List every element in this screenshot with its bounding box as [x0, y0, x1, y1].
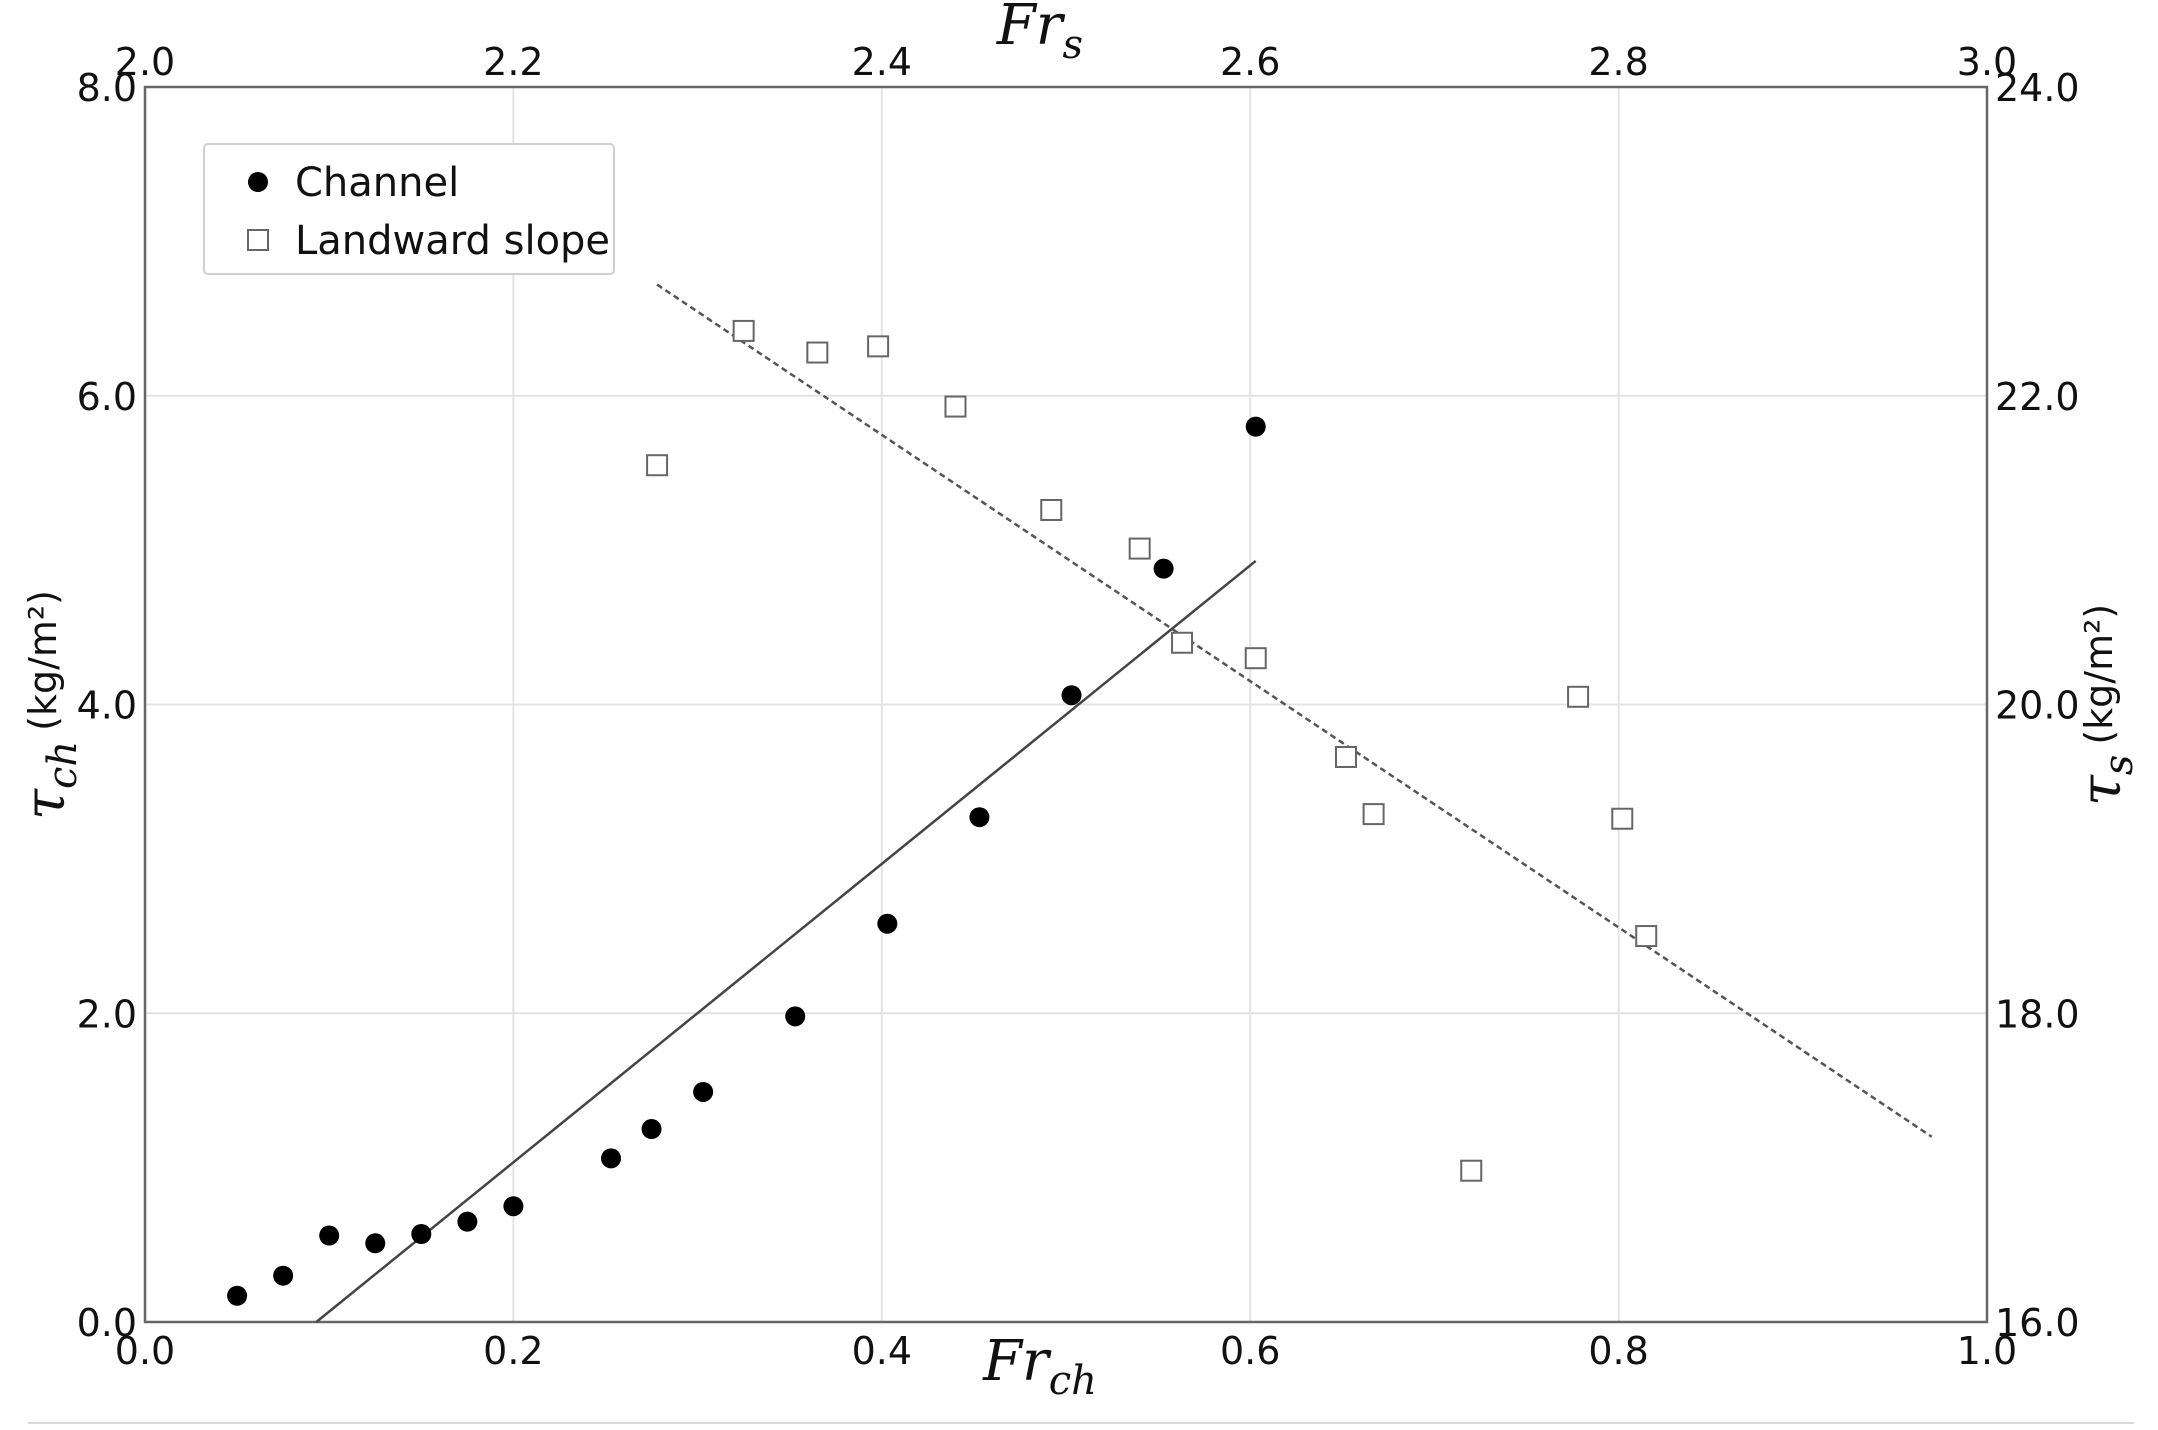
channel-point: [365, 1233, 386, 1254]
y-right-axis-title: τs (kg/m²): [2069, 604, 2142, 806]
y-right-tick-label: 18.0: [1995, 992, 2080, 1036]
y-left-tick-label: 4.0: [77, 684, 137, 728]
y-left-axis-title: τch (kg/m²): [13, 590, 86, 820]
channel-point: [1061, 685, 1082, 706]
fit-line-channel: [315, 559, 1257, 1323]
x-bottom-title-sub: ch: [1049, 1358, 1097, 1404]
y-right-tick-label: 20.0: [1995, 684, 2080, 728]
x-top-tick-label: 2.6: [1220, 40, 1280, 84]
channel-point: [227, 1285, 248, 1306]
legend: Channel Landward slope: [203, 143, 615, 275]
landward-slope-point: [1334, 745, 1357, 768]
landward-slope-point: [646, 454, 669, 477]
y-right-tick-label: 22.0: [1995, 375, 2080, 419]
landward-slope-point: [1362, 803, 1385, 826]
legend-landward-marker: [247, 229, 269, 251]
channel-point: [693, 1081, 714, 1102]
landward-slope-point: [1128, 537, 1151, 560]
legend-channel-label: Channel: [295, 160, 459, 206]
y-right-title-unit: (kg/m²): [2077, 604, 2121, 745]
channel-point: [969, 807, 990, 828]
legend-channel-marker: [248, 172, 268, 192]
y-left-title-unit: (kg/m²): [21, 590, 65, 731]
landward-slope-point: [1040, 498, 1063, 521]
landward-slope-point: [806, 341, 829, 364]
x-top-tick-label: 2.8: [1588, 40, 1648, 84]
channel-point: [273, 1265, 294, 1286]
legend-landward-label: Landward slope: [295, 218, 610, 264]
y-right-title-sub: s: [2096, 755, 2142, 776]
y-left-tick-label: 0.0: [77, 1301, 137, 1345]
channel-point: [1153, 558, 1174, 579]
channel-point: [877, 913, 898, 934]
channel-point: [1245, 416, 1266, 437]
landward-slope-point: [1567, 685, 1590, 708]
bottom-divider: [28, 1422, 2134, 1424]
y-left-tick-label: 2.0: [77, 992, 137, 1036]
channel-point: [457, 1211, 478, 1232]
x-bottom-axis-title: Frch: [982, 1329, 1097, 1404]
landward-slope-point: [1611, 807, 1634, 830]
landward-slope-point: [1244, 647, 1267, 670]
y-left-tick-label: 8.0: [77, 66, 137, 110]
landward-slope-point: [1460, 1159, 1483, 1182]
y-right-tick-label: 24.0: [1995, 66, 2080, 110]
y-left-tick-label: 6.0: [77, 375, 137, 419]
tick-labels: 0.0 0.2 0.4 0.6 0.8 1.0 2.0 2.2 2.4 2.6 2.8 3.0 0.0 2…: [77, 40, 2080, 1373]
channel-point: [319, 1225, 340, 1246]
x-bottom-tick-label: 0.8: [1588, 1329, 1648, 1373]
x-top-tick-label: 3.0: [1957, 40, 2017, 84]
landward-slope-point: [732, 319, 755, 342]
x-top-title-sub: s: [1063, 22, 1084, 68]
x-bottom-tick-label: 0.0: [115, 1329, 175, 1373]
landward-slope-point: [867, 335, 890, 358]
y-left-title-sub: ch: [40, 741, 86, 789]
y-right-title-main: τ: [2069, 774, 2134, 806]
y-left-title-main: τ: [13, 788, 78, 820]
channel-point: [785, 1006, 806, 1027]
channel-point: [503, 1196, 524, 1217]
landward-slope-point: [1635, 925, 1658, 948]
x-top-tick-label: 2.2: [483, 40, 543, 84]
x-bottom-tick-label: 0.6: [1220, 1329, 1280, 1373]
x-top-tick-label: 2.4: [852, 40, 912, 84]
fit-lines: [315, 283, 1933, 1323]
x-bottom-tick-label: 0.4: [852, 1329, 912, 1373]
x-top-axis-title: Frs: [996, 0, 1083, 68]
x-bottom-tick-label: 1.0: [1957, 1329, 2017, 1373]
x-top-title-main: Fr: [996, 0, 1066, 58]
x-bottom-tick-label: 0.2: [483, 1329, 543, 1373]
x-top-tick-label: 2.0: [115, 40, 175, 84]
markers: [227, 319, 1658, 1306]
y-right-tick-label: 16.0: [1995, 1301, 2080, 1345]
plot-frame: [143, 85, 1989, 1324]
landward-slope-point: [944, 395, 967, 418]
fit-line-landward: [656, 283, 1933, 1138]
channel-point: [601, 1148, 622, 1169]
channel-point: [641, 1119, 662, 1140]
legend-box: [203, 143, 615, 275]
channel-point: [411, 1224, 432, 1245]
landward-slope-point: [1171, 631, 1194, 654]
x-bottom-title-main: Fr: [982, 1329, 1052, 1394]
grid: [145, 87, 1987, 1322]
